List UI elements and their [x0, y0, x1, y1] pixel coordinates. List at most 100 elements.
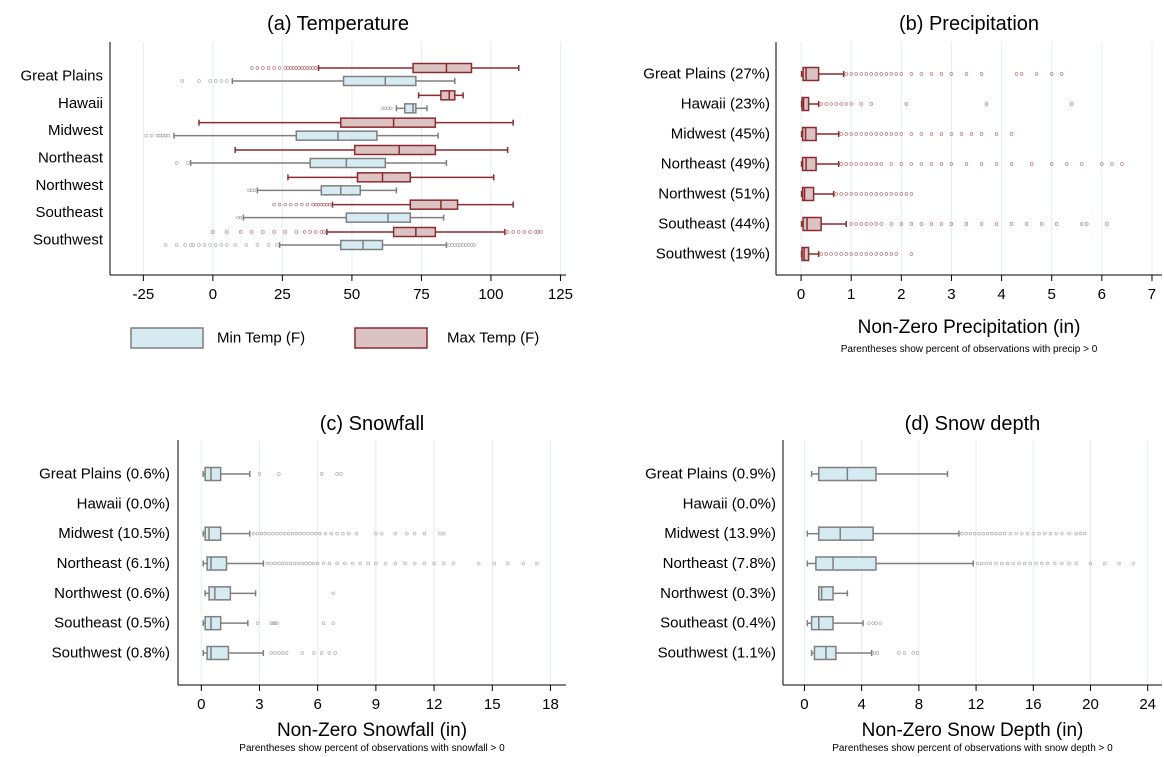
outlier-point: [994, 561, 998, 566]
outlier-point: [304, 561, 308, 566]
outlier-point: [327, 561, 332, 566]
outlier-point: [331, 591, 335, 596]
legend-swatch-max: [354, 327, 428, 349]
x-tick-label: 4: [857, 696, 865, 713]
outlier-point: [161, 133, 165, 138]
outlier-point: [327, 651, 332, 655]
outlier-point: [314, 230, 318, 234]
outlier-point: [879, 72, 883, 76]
box-min: [810, 466, 949, 482]
outlier-point: [964, 531, 968, 536]
outlier-point: [1040, 561, 1044, 566]
outlier-point: [1043, 531, 1047, 536]
category-label: Midwest (10.5%): [58, 525, 170, 542]
category-label: Southwest (1.1%): [658, 645, 776, 662]
outlier-point: [884, 192, 888, 196]
box-min: [180, 75, 456, 87]
outlier-point: [331, 621, 335, 625]
outlier-point: [219, 243, 223, 247]
outlier-point: [458, 243, 463, 247]
outlier-point: [300, 561, 304, 566]
outlier-point: [829, 252, 833, 256]
box-max: [800, 126, 1014, 142]
category-label: Northwest (0.3%): [660, 585, 776, 602]
outlier-point: [1050, 72, 1054, 76]
box-max: [198, 117, 514, 128]
outlier-point: [1060, 561, 1064, 566]
box-min: [202, 645, 337, 661]
outlier-point: [350, 561, 355, 566]
iqr-box: [206, 645, 230, 661]
outlier-point: [1037, 531, 1041, 536]
outlier-point: [233, 243, 237, 247]
category-label: Southeast (0.4%): [660, 615, 776, 632]
outlier-point: [859, 132, 863, 136]
box-min: [380, 103, 428, 114]
outlier-point: [312, 651, 316, 655]
box-max: [211, 226, 543, 238]
outlier-point: [909, 222, 914, 226]
outlier-point: [275, 531, 279, 536]
outlier-point: [904, 192, 909, 196]
outlier-point: [265, 561, 269, 566]
category-label: Southwest: [33, 232, 104, 249]
outlier-point: [528, 230, 532, 234]
legend-label: Min Temp (F): [217, 330, 305, 347]
outlier-point: [296, 561, 300, 566]
category-label: Northwest: [35, 177, 103, 194]
outlier-point: [939, 72, 944, 76]
outlier-point: [236, 215, 240, 220]
outlier-point: [289, 202, 293, 207]
x-axis-label: Non-Zero Snowfall (in): [277, 720, 467, 741]
x-tick-label: 6: [1098, 286, 1106, 303]
outlier-point: [919, 72, 924, 76]
outlier-point: [1088, 561, 1093, 566]
category-label: Northeast: [38, 150, 104, 167]
outlier-point: [294, 230, 298, 234]
outlier-point: [1005, 561, 1010, 566]
iqr-box: [206, 556, 228, 571]
outlier-point: [864, 192, 868, 196]
outlier-point: [984, 102, 989, 106]
iqr-box: [440, 90, 456, 101]
outlier-point: [859, 252, 863, 256]
outlier-point: [315, 561, 320, 566]
outlier-point: [283, 66, 287, 70]
category-label: Northeast (49%): [661, 156, 770, 173]
outlier-point: [979, 132, 984, 136]
outlier-point: [819, 102, 823, 106]
x-tick-label: 1: [847, 286, 855, 303]
outlier-point: [442, 561, 446, 566]
outlier-point: [964, 222, 969, 226]
outlier-point: [879, 162, 883, 166]
outlier-point: [872, 651, 877, 655]
outlier-point: [1025, 531, 1030, 536]
outlier-point: [297, 66, 301, 70]
outlier-point: [889, 72, 893, 76]
iqr-box: [815, 556, 877, 571]
outlier-point: [854, 132, 858, 136]
box-max: [800, 246, 914, 262]
outlier-point: [291, 66, 296, 70]
outlier-point: [191, 243, 196, 247]
outlier-point: [300, 651, 304, 655]
outlier-point: [849, 222, 853, 226]
outlier-point: [1060, 531, 1064, 536]
outlier-point: [1103, 561, 1107, 566]
outlier-point: [1117, 561, 1121, 566]
iqr-box: [340, 117, 437, 128]
outlier-point: [1083, 531, 1087, 536]
box-min: [163, 239, 476, 251]
outlier-point: [869, 72, 873, 76]
outlier-point: [979, 222, 984, 226]
outlier-point: [275, 621, 279, 625]
outlier-point: [884, 72, 888, 76]
outlier-point: [447, 243, 451, 247]
outlier-point: [1048, 531, 1053, 536]
outlier-point: [305, 202, 310, 207]
outlier-point: [383, 561, 388, 566]
outlier-point: [180, 79, 184, 83]
outlier-point: [302, 531, 306, 536]
outlier-point: [358, 561, 363, 566]
